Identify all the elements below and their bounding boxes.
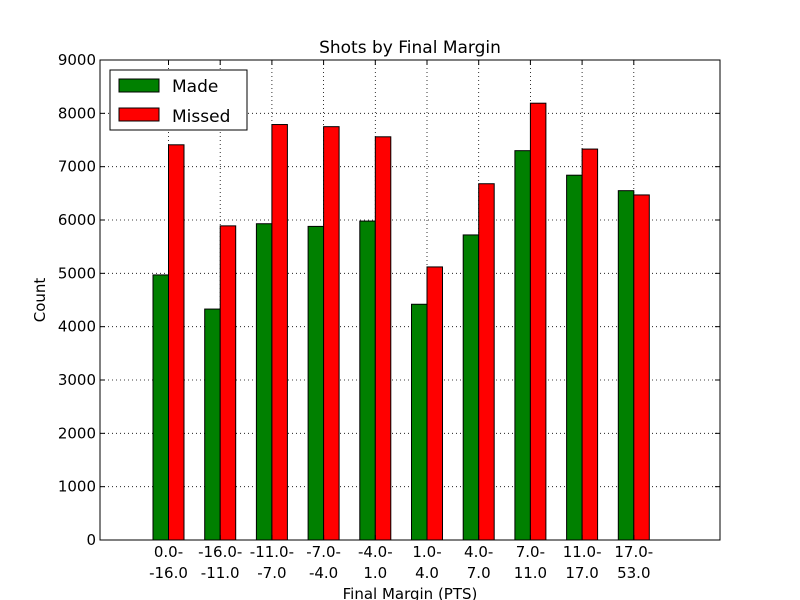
- bar-made-7: [514, 150, 531, 541]
- x-tick-label-line: 17.0: [565, 564, 598, 582]
- x-tick-label-line: -4.0: [309, 564, 338, 582]
- y-tick-label: 0: [86, 531, 96, 549]
- x-tick-label: -7.0- -4.0: [306, 543, 341, 582]
- bar-missed-4: [374, 136, 392, 541]
- x-tick-label-line: -7.0-: [306, 543, 341, 561]
- axis-ticks: 0 1000 2000 3000 4000 5000 6000 7000 8000 9000 0.0…: [58, 51, 720, 582]
- bar-missed-7: [529, 102, 547, 541]
- x-tick-label-line: 1.0: [363, 564, 387, 582]
- x-tick-label: 17.0- 53.0: [614, 543, 653, 582]
- bar-made-2: [255, 223, 273, 541]
- bar-made-4: [359, 220, 376, 541]
- x-tick-label-line: 4.0: [415, 564, 439, 582]
- bar-made-1: [204, 308, 221, 541]
- x-tick-label-line: 53.0: [617, 564, 650, 582]
- bar-missed-3: [323, 126, 340, 541]
- bar-made-9: [617, 190, 635, 541]
- y-tick-label: 9000: [58, 51, 96, 69]
- x-tick-label: 4.0- 7.0: [464, 543, 493, 582]
- bar-made-3: [307, 225, 325, 541]
- y-tick-label: 5000: [58, 264, 96, 282]
- x-tick-label-line: 11.0: [514, 564, 547, 582]
- x-tick-label: -11.0- -7.0: [250, 543, 294, 582]
- bar-made-0: [152, 274, 169, 541]
- bars: [152, 102, 650, 541]
- x-tick-label: 1.0- 4.0: [412, 543, 441, 582]
- x-tick-label-line: 0.0-: [154, 543, 183, 561]
- x-tick-label-line: -11.0-: [250, 543, 294, 561]
- y-tick-label: 8000: [58, 104, 96, 122]
- x-tick-label-line: 11.0-: [563, 543, 602, 561]
- bar-missed-5: [426, 266, 443, 541]
- x-tick-label: 7.0- 11.0: [514, 543, 547, 582]
- x-tick-label-line: 17.0-: [614, 543, 653, 561]
- y-axis-label: Count: [31, 278, 49, 323]
- bar-missed-8: [581, 148, 599, 541]
- y-tick-label: 4000: [58, 318, 96, 336]
- bar-missed-9: [633, 194, 650, 541]
- x-tick-label-line: 4.0-: [464, 543, 493, 561]
- legend-label-missed: Missed: [172, 107, 230, 127]
- bar-made-6: [462, 234, 480, 541]
- bar-made-8: [566, 174, 583, 541]
- x-tick-label-line: -16.0: [149, 564, 188, 582]
- y-tick-label: 6000: [58, 211, 96, 229]
- legend-label-made: Made: [172, 77, 218, 97]
- legend-swatch-missed: [118, 107, 160, 122]
- x-tick-label: -16.0- -11.0: [198, 543, 242, 582]
- chart-title: Shots by Final Margin: [319, 38, 501, 58]
- y-tick-label: 2000: [58, 424, 96, 442]
- legend: Made Missed: [109, 69, 248, 131]
- plot-frame: [99, 59, 721, 541]
- x-tick-label: 0.0- -16.0: [149, 543, 188, 582]
- bar-missed-2: [271, 124, 288, 541]
- x-tick-label: 11.0- 17.0: [563, 543, 602, 582]
- legend-swatch-made: [118, 78, 160, 93]
- y-tick-label: 7000: [58, 158, 96, 176]
- bar-missed-0: [168, 144, 185, 541]
- x-tick-label-line: -16.0-: [198, 543, 242, 561]
- y-tick-label: 1000: [58, 478, 96, 496]
- bar-missed-6: [478, 183, 495, 541]
- bar-missed-1: [219, 225, 237, 541]
- x-axis-label: Final Margin (PTS): [343, 585, 478, 600]
- y-tick-label: 3000: [58, 371, 96, 389]
- x-tick-label: -4.0- 1.0: [358, 543, 393, 582]
- x-tick-label-line: -4.0-: [358, 543, 393, 561]
- x-tick-label-line: 7.0: [467, 564, 491, 582]
- bar-made-5: [411, 303, 428, 541]
- x-tick-label-line: 7.0-: [516, 543, 545, 561]
- x-tick-label-line: -11.0: [201, 564, 240, 582]
- x-tick-label-line: -7.0: [257, 564, 286, 582]
- x-tick-label-line: 1.0-: [412, 543, 441, 561]
